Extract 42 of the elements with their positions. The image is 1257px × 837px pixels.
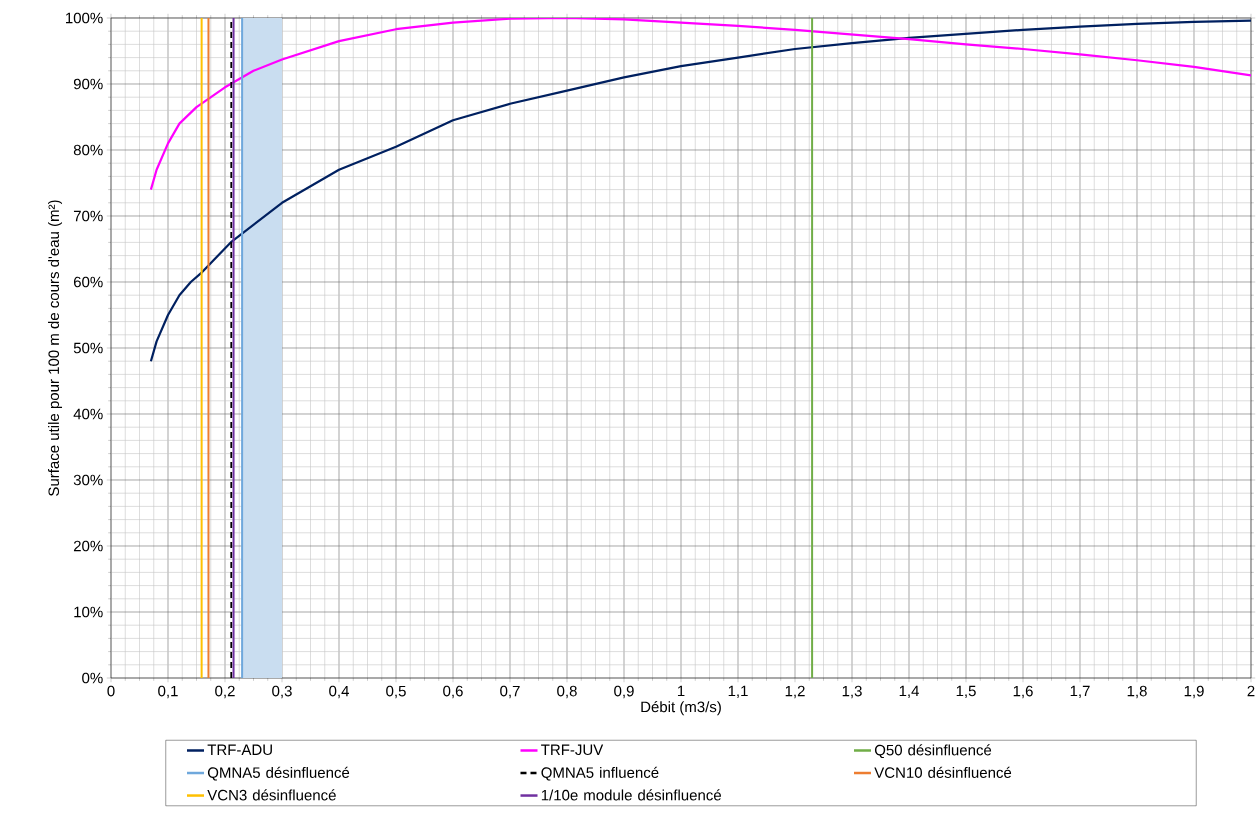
x-tick-label: 0,3 xyxy=(272,685,292,699)
x-tick-label: 0,5 xyxy=(386,685,406,699)
x-tick-label: 1 xyxy=(677,685,685,697)
legend-label: VCN10 désinfluencé xyxy=(874,766,1012,778)
y-tick-label: 30% xyxy=(73,474,103,486)
x-tick-label: 1,7 xyxy=(1070,685,1090,699)
x-tick-label: 1,3 xyxy=(842,685,862,699)
x-tick-label: 0,6 xyxy=(443,685,463,699)
y-axis-title: Surface utile pour 100 m de cours d'eau (m²) xyxy=(48,200,63,496)
x-tick-label: 0,1 xyxy=(158,685,178,699)
x-tick-label: 0,9 xyxy=(614,685,634,699)
legend-label: QMNA5 influencé xyxy=(541,766,659,781)
x-tick-label: 2 xyxy=(1247,685,1255,697)
legend-label: VCN3 désinfluencé xyxy=(207,789,336,801)
x-tick-label: 0,4 xyxy=(329,685,349,699)
x-tick-label: 0,7 xyxy=(500,685,520,699)
x-tick-label: 1,4 xyxy=(899,685,919,699)
x-tick-label: 0,8 xyxy=(557,685,577,699)
y-tick-label: 90% xyxy=(73,78,103,90)
x-tick-label: 1,8 xyxy=(1127,685,1147,699)
y-tick-label: 20% xyxy=(73,540,103,552)
y-tick-label: 100% xyxy=(66,12,103,24)
y-tick-label: 70% xyxy=(73,210,103,222)
x-axis-title: Débit (m3/s) xyxy=(641,701,721,716)
y-tick-label: 0% xyxy=(82,672,103,684)
x-tick-label: 1,1 xyxy=(728,685,748,699)
legend-label: Q50 désinfluencé xyxy=(874,744,992,759)
x-tick-label: 1,6 xyxy=(1013,685,1033,699)
x-tick-label: 0,2 xyxy=(215,685,235,699)
x-tick-label: 0 xyxy=(107,685,115,697)
x-tick-label: 1,5 xyxy=(956,685,976,699)
x-tick-label: 1,9 xyxy=(1184,685,1204,699)
y-tick-label: 60% xyxy=(73,276,103,288)
y-tick-label: 50% xyxy=(73,342,103,354)
legend-label: TRF-JUV xyxy=(541,744,604,756)
y-tick-label: 40% xyxy=(73,408,103,420)
y-tick-label: 10% xyxy=(74,606,103,618)
legend-label: QMNA5 désinfluencé xyxy=(207,766,350,781)
x-tick-label: 1,2 xyxy=(785,685,805,699)
legend-label: 1/10e module désinfluencé xyxy=(541,789,721,801)
y-tick-label: 80% xyxy=(73,144,103,156)
legend-label: TRF-ADU xyxy=(207,744,272,756)
